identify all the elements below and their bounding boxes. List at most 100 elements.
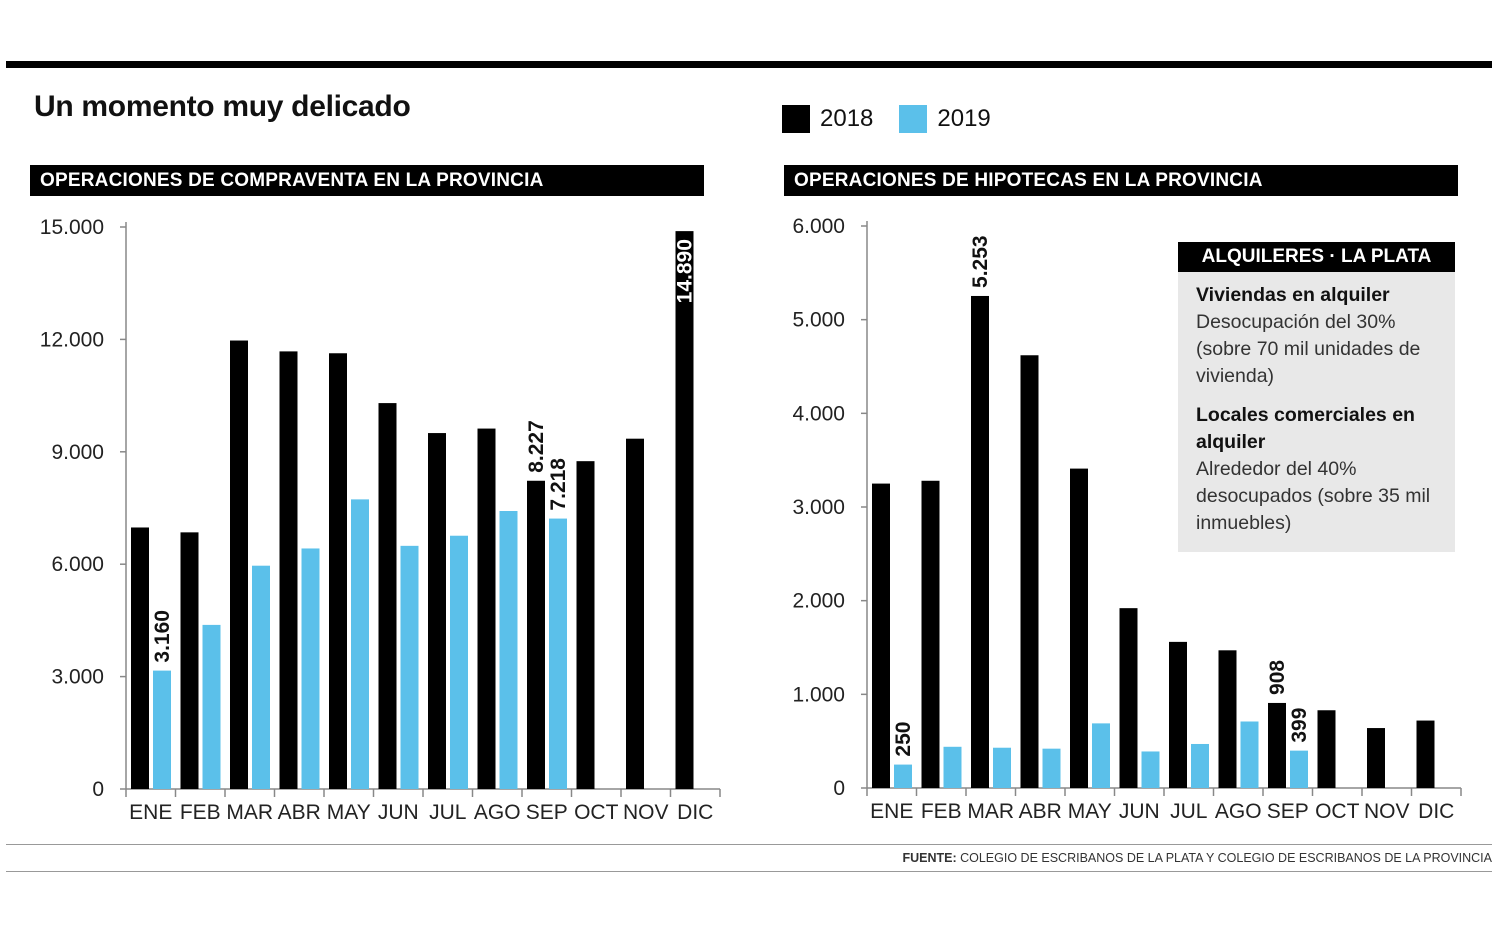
compraventa-y-tick-label: 9.000 (51, 441, 104, 464)
legend: 2018 2019 (782, 105, 1017, 133)
hipotecas-bar-2018-jul (1169, 641, 1187, 788)
compraventa-bar-2019-may (351, 499, 369, 789)
hipotecas-y-tick-label: 1.000 (792, 683, 845, 706)
hipotecas-bar-2018-oct (1317, 710, 1336, 788)
hipotecas-bar-2019-feb (943, 746, 962, 788)
hipotecas-bar-2018-sep (1268, 702, 1286, 788)
legend-label-2018: 2018 (820, 105, 874, 132)
hipotecas-x-tick-label: OCT (1315, 800, 1360, 823)
compraventa-x-tick-label: MAY (327, 801, 371, 824)
hipotecas-x-tick-label: JUL (1170, 800, 1207, 823)
info-text-viviendas: Desocupación del 30% (sobre 70 mil unida… (1196, 311, 1421, 387)
compraventa-bar-2019-abr (301, 548, 320, 789)
hipotecas-y-tick-label: 6.000 (792, 215, 845, 238)
compraventa-y-tick-label: 6.000 (51, 553, 104, 576)
hipotecas-bar-2018-ago (1218, 650, 1237, 788)
chart-title-compraventa: OPERACIONES DE COMPRAVENTA EN LA PROVINC… (30, 165, 704, 196)
compraventa-x-tick-label: JUL (429, 801, 466, 824)
hipotecas-y-tick-label: 3.000 (792, 496, 845, 519)
compraventa-bar-2018-ago (477, 428, 496, 789)
compraventa-bar-2018-dic (675, 231, 694, 789)
hipotecas-bar-2018-dic (1416, 720, 1435, 788)
hipotecas-bar-2018-may (1070, 468, 1088, 788)
hipotecas-bar-2019-jul (1191, 743, 1209, 788)
chart-title-hipotecas: OPERACIONES DE HIPOTECAS EN LA PROVINCIA (784, 165, 1458, 196)
legend-swatch-2019 (899, 105, 928, 133)
compraventa-bar-2019-ago (499, 510, 518, 789)
compraventa-x-tick-label: FEB (180, 801, 221, 824)
hipotecas-data-label: 399 (1288, 708, 1311, 743)
compraventa-y-tick-label: 15.000 (40, 216, 104, 239)
rentals-info-box: ALQUILERES · LA PLATA Viviendas en alqui… (1178, 242, 1455, 552)
hipotecas-x-tick-label: FEB (921, 800, 962, 823)
compraventa-bar-2019-feb (202, 624, 221, 789)
page-title: Un momento muy delicado (34, 90, 411, 123)
hipotecas-x-tick-label: ENE (870, 800, 913, 823)
compraventa-bar-2018-jul (428, 433, 446, 789)
hipotecas-y-tick-label: 2.000 (792, 590, 845, 613)
compraventa-bar-2018-abr (279, 351, 298, 789)
legend-label-2019: 2019 (937, 105, 991, 132)
source-rule-top (6, 844, 1492, 845)
hipotecas-bar-2018-ene (872, 483, 890, 788)
compraventa-x-tick-label: NOV (623, 801, 669, 824)
source-note: FUENTE: COLEGIO DE ESCRIBANOS DE LA PLAT… (902, 851, 1492, 865)
hipotecas-bar-2019-ago (1240, 721, 1259, 788)
legend-swatch-2018 (782, 105, 810, 133)
compraventa-bar-2018-feb (180, 532, 199, 789)
hipotecas-x-tick-label: AGO (1215, 800, 1262, 823)
compraventa-y-tick-label: 0 (92, 778, 104, 801)
hipotecas-x-tick-label: ABR (1019, 800, 1062, 823)
compraventa-bar-2018-oct (576, 461, 595, 789)
info-box-title: ALQUILERES · LA PLATA (1178, 242, 1455, 272)
source-prefix: FUENTE: (902, 851, 957, 865)
hipotecas-data-label: 250 (892, 722, 915, 757)
hipotecas-bar-2019-abr (1042, 748, 1061, 788)
compraventa-data-label: 7.218 (547, 458, 570, 511)
compraventa-bar-2018-mar (230, 340, 248, 789)
hipotecas-bar-2018-mar (971, 295, 989, 788)
hipotecas-y-tick-label: 0 (833, 777, 845, 800)
compraventa-x-tick-label: SEP (526, 801, 568, 824)
hipotecas-bar-2019-mar (993, 747, 1011, 788)
info-heading-locales: Locales comerciales en alquiler (1196, 404, 1415, 453)
compraventa-data-label: 3.160 (151, 610, 174, 663)
compraventa-x-tick-label: ENE (129, 801, 172, 824)
hipotecas-bar-2019-ene (894, 764, 912, 788)
compraventa-bar-2018-ene (131, 527, 149, 789)
compraventa-x-tick-label: MAR (226, 801, 273, 824)
compraventa-bar-2019-sep (549, 518, 567, 789)
compraventa-bar-2019-ene (153, 670, 171, 789)
compraventa-data-label: 8.227 (525, 420, 548, 473)
hipotecas-x-tick-label: SEP (1267, 800, 1309, 823)
hipotecas-bar-2018-jun (1119, 608, 1138, 788)
info-text-locales: Alrededor del 40% desocupados (sobre 35 … (1196, 458, 1431, 534)
source-text: COLEGIO DE ESCRIBANOS DE LA PLATA Y COLE… (960, 851, 1492, 865)
hipotecas-x-tick-label: DIC (1418, 800, 1454, 823)
hipotecas-bar-2019-jun (1141, 751, 1160, 788)
hipotecas-x-tick-label: JUN (1119, 800, 1160, 823)
compraventa-data-label: 14.890 (674, 239, 697, 303)
hipotecas-x-tick-label: MAY (1068, 800, 1112, 823)
source-rule-bottom (6, 871, 1492, 872)
info-heading-viviendas: Viviendas en alquiler (1196, 284, 1390, 306)
hipotecas-y-tick-label: 5.000 (792, 309, 845, 332)
top-rule (6, 61, 1492, 68)
compraventa-bar-2019-jun (400, 545, 419, 789)
compraventa-x-tick-label: ABR (278, 801, 321, 824)
hipotecas-bar-2019-may (1092, 723, 1110, 788)
compraventa-bar-2019-jul (450, 535, 468, 789)
hipotecas-bar-2018-feb (921, 480, 940, 788)
compraventa-y-tick-label: 12.000 (40, 328, 104, 351)
hipotecas-y-tick-label: 4.000 (792, 402, 845, 425)
compraventa-bar-2018-may (329, 353, 347, 789)
compraventa-bar-2018-sep (527, 480, 545, 789)
hipotecas-bar-2018-abr (1020, 355, 1039, 788)
compraventa-x-tick-label: AGO (474, 801, 521, 824)
compraventa-bar-2018-nov (626, 438, 644, 789)
hipotecas-x-tick-label: NOV (1364, 800, 1410, 823)
hipotecas-x-tick-label: MAR (967, 800, 1014, 823)
compraventa-x-tick-label: JUN (378, 801, 419, 824)
